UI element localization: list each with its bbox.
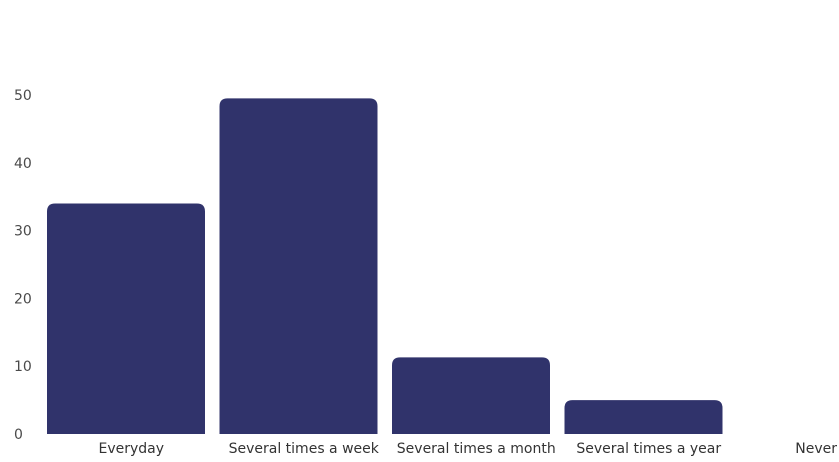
x-tick-label: Several times a week (229, 441, 380, 457)
bar-everyday (47, 203, 205, 434)
y-tick-label: 0 (14, 427, 23, 443)
x-tick-label: Everyday (98, 441, 164, 457)
x-tick-label: Never (795, 441, 837, 457)
bar-several-times-a-week (219, 98, 378, 434)
x-axis: Everyday Several times a week Several time… (98, 441, 837, 457)
y-tick-label: 30 (14, 224, 32, 240)
bar-several-times-a-year (564, 400, 723, 434)
x-tick-label: Several times a year (576, 441, 721, 457)
x-tick-label: Several times a month (397, 441, 556, 457)
y-tick-label: 40 (14, 156, 32, 172)
y-tick-label: 10 (14, 359, 32, 375)
y-tick-label: 50 (14, 88, 32, 104)
y-tick-label: 20 (14, 291, 32, 307)
bar-several-times-a-month (392, 357, 550, 434)
bars-group (47, 98, 723, 434)
y-axis: 0 10 20 30 40 50 (14, 88, 32, 443)
